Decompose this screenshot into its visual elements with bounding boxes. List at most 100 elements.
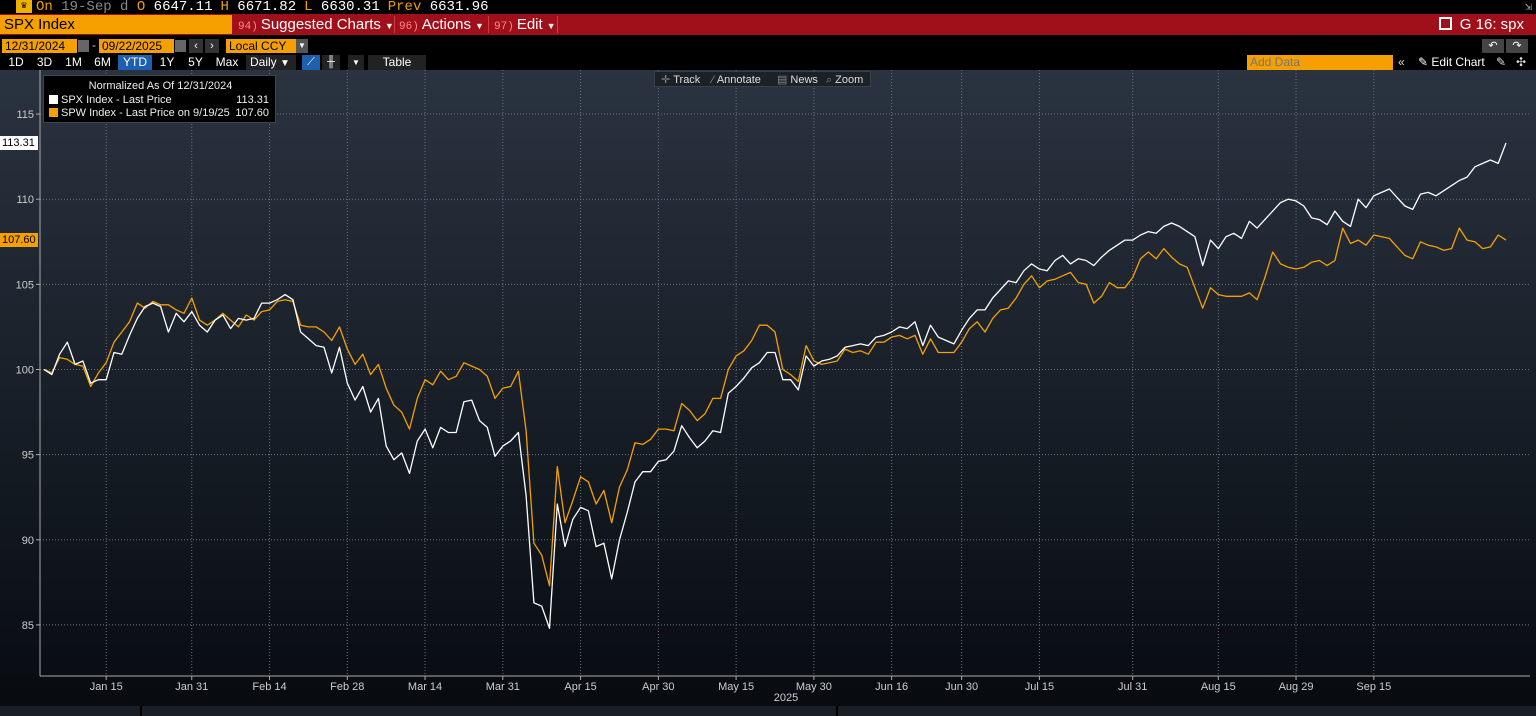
x-tick-label: Mar 14	[408, 681, 442, 693]
range-3d[interactable]: 3D	[36, 55, 53, 69]
range-toolbar: 1D 3D 1M 6M YTD 1Y 5Y Max Daily ▼ ⟋ ╫ ▼ …	[0, 55, 1536, 70]
range-ytd[interactable]: YTD	[118, 55, 152, 70]
legend[interactable]: Normalized As Of 12/31/2024 SPX Index - …	[43, 75, 276, 123]
range-5y[interactable]: 5Y	[188, 55, 203, 69]
chart-svg[interactable]: 85 90 95 100 105 110 115 Jan 15 Jan 31 Feb 14 Feb …	[0, 70, 1536, 716]
pencil-icon: ✎	[1418, 55, 1429, 69]
y-tick-label: 95	[22, 450, 34, 462]
x-tick-label: Jun 16	[875, 681, 908, 693]
open-label: O	[136, 0, 146, 15]
next-period-button[interactable]: ›	[205, 39, 219, 53]
x-tick-label: Aug 15	[1201, 681, 1236, 693]
edit-icon[interactable]: ✎	[1496, 55, 1507, 69]
x-tick-label: Feb 28	[330, 681, 364, 693]
y-tick-label: 110	[16, 194, 34, 206]
range-max[interactable]: Max	[215, 55, 239, 69]
series-line-spw[interactable]	[43, 227, 1507, 587]
popout-icon	[1438, 17, 1452, 30]
undo-button[interactable]: ↶	[1482, 39, 1504, 53]
caret-down-icon: ▼	[546, 21, 556, 31]
news-tool[interactable]: ▤ News	[777, 74, 818, 86]
magnifier-icon: ⌕	[826, 74, 833, 86]
status-strip	[0, 706, 1536, 716]
x-tick-label: May 30	[796, 681, 832, 693]
legend-row-spx[interactable]: SPX Index - Last Price 113.31	[49, 94, 273, 107]
chart-panel[interactable]: 85 90 95 100 105 110 115 Jan 15 Jan 31 Feb 14 Feb …	[0, 70, 1536, 716]
prev-label: Prev	[387, 0, 422, 15]
chart-type-caret-icon[interactable]: ▼	[348, 55, 364, 70]
last-price-tag-spw: 107.60	[0, 233, 38, 248]
frequency-select[interactable]: Daily ▼	[246, 55, 296, 70]
low-value: 6630.31	[320, 0, 380, 15]
range-1m[interactable]: 1M	[65, 55, 82, 69]
suggested-charts-menu[interactable]: 94) Suggested Charts ▼	[238, 16, 394, 33]
caret-down-icon: ▼	[384, 21, 394, 31]
edit-menu[interactable]: 97) Edit ▼	[494, 16, 556, 33]
y-tick-label: 115	[16, 109, 34, 121]
x-tick-label: Aug 29	[1279, 681, 1314, 693]
chart-tools: ✛ Track ∕ Annotate ▤ News ⌕ Zoom	[654, 71, 871, 87]
currency-select[interactable]: Local CCY	[226, 39, 296, 53]
end-date-field[interactable]: 09/22/2025	[99, 39, 174, 53]
range-1y[interactable]: 1Y	[159, 55, 175, 69]
news-icon: ▤	[777, 74, 788, 86]
resize-icon[interactable]: ⇲	[1524, 0, 1532, 14]
redo-button[interactable]: ↷	[1506, 39, 1528, 53]
range-6m[interactable]: 6M	[94, 55, 111, 69]
x-axis-label: 2025	[774, 692, 798, 704]
y-tick-label: 105	[16, 279, 34, 291]
x-tick-label: Apr 30	[642, 681, 674, 693]
prev-period-button[interactable]: ‹	[189, 39, 203, 53]
low-label: L	[304, 0, 313, 15]
bar-type-icon[interactable]: ╫	[322, 55, 340, 70]
start-date-field[interactable]: 12/31/2024	[2, 39, 77, 53]
y-tick-label: 100	[16, 364, 34, 376]
quote-bar: ♛ On 19-Sep d O 6647.11 H 6671.82 L 6630.31…	[0, 0, 1536, 14]
legend-title: Normalized As Of 12/31/2024	[88, 80, 233, 92]
x-tick-label: Apr 15	[564, 681, 596, 693]
calendar-icon[interactable]	[175, 40, 186, 52]
last-price-tag-spx: 113.31	[0, 136, 38, 150]
line-chart-icon[interactable]: ⟋	[302, 55, 320, 70]
actions-menu[interactable]: 96) Actions ▼	[399, 16, 484, 33]
legend-swatch	[49, 108, 58, 117]
menu-bar: SPX Index 94) Suggested Charts ▼ 96) Action…	[0, 14, 1536, 35]
open-value: 6647.11	[153, 0, 213, 15]
prev-value: 6631.96	[429, 0, 489, 15]
caret-down-icon: ▼	[280, 58, 290, 69]
table-button[interactable]: Table	[368, 55, 426, 70]
track-tool[interactable]: ✛ Track	[661, 74, 701, 86]
caret-down-icon: ▼	[475, 21, 484, 31]
series-line-spx[interactable]	[43, 142, 1507, 629]
zoom-tool[interactable]: ⌕ Zoom	[826, 74, 864, 86]
caret-down-icon[interactable]: ▼	[296, 39, 308, 53]
calendar-icon[interactable]	[78, 40, 89, 52]
date-dash: -	[92, 38, 96, 52]
x-tick-label: Jul 15	[1025, 681, 1054, 693]
gold-icon[interactable]: ♛	[16, 0, 32, 13]
y-tick-label: 85	[22, 620, 34, 632]
add-data-input[interactable]	[1247, 55, 1393, 70]
pencil-icon: ∕	[712, 74, 714, 86]
range-1d[interactable]: 1D	[8, 55, 24, 69]
x-tick-label: Mar 31	[486, 681, 520, 693]
legend-row-spw[interactable]: SPW Index - Last Price on 9/19/25 107.60	[49, 107, 273, 120]
annotate-tool[interactable]: ∕ Annotate	[712, 74, 761, 86]
x-tick-label: Jan 15	[90, 681, 123, 693]
x-tick-label: Jan 31	[175, 681, 208, 693]
security-title[interactable]: SPX Index	[0, 15, 232, 34]
high-label: H	[220, 0, 229, 15]
crosshair-icon: ✛	[661, 74, 671, 86]
legend-swatch	[49, 95, 58, 104]
on-label: On	[36, 0, 53, 15]
chart-id[interactable]: G 16: spx	[1438, 14, 1524, 35]
high-value: 6671.82	[237, 0, 297, 15]
collapse-icon[interactable]: «	[1398, 55, 1405, 69]
x-tick-label: May 15	[718, 681, 754, 693]
settings-icon[interactable]: ✣	[1516, 55, 1527, 69]
quote-suffix: d	[120, 0, 129, 15]
y-tick-label: 90	[22, 535, 34, 547]
x-tick-label: Feb 14	[252, 681, 286, 693]
quote-date: 19-Sep	[61, 0, 112, 15]
edit-chart-button[interactable]: ✎ Edit Chart	[1418, 55, 1485, 69]
